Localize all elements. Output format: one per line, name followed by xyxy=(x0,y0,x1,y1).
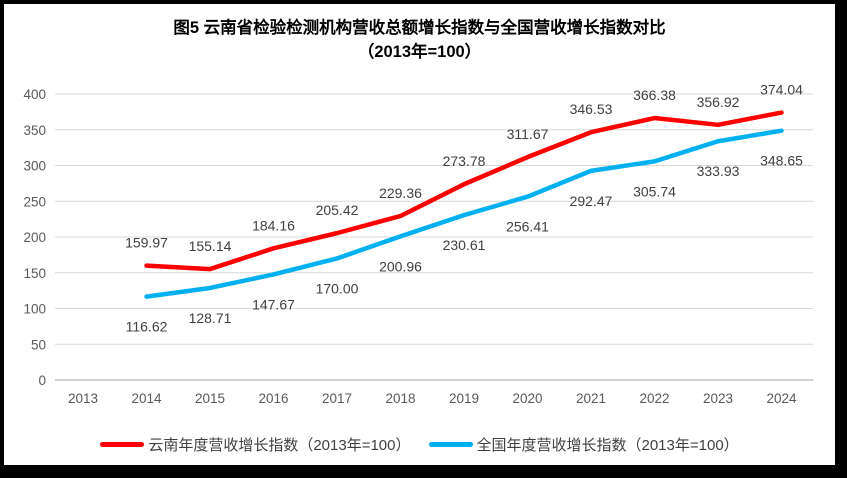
national-line-swatch-icon xyxy=(428,442,473,447)
data-label-national-2017: 170.00 xyxy=(316,280,359,296)
data-label-yunnan-2023: 356.92 xyxy=(697,94,740,110)
x-axis-tick-2015: 2015 xyxy=(195,391,225,406)
data-label-yunnan-2024: 374.04 xyxy=(760,82,803,98)
x-axis-tick-2016: 2016 xyxy=(258,391,288,406)
legend-label-national: 全国年度营收增长指数（2013年=100） xyxy=(476,437,739,454)
data-label-yunnan-2022: 366.38 xyxy=(633,87,676,103)
y-axis-tick-50: 50 xyxy=(31,337,46,352)
chart-legend: 云南年度营收增长指数（2013年=100） 全国年度营收增长指数（2013年=1… xyxy=(4,434,835,455)
data-label-national-2022: 305.74 xyxy=(633,183,676,199)
series-line-national xyxy=(144,128,784,299)
x-axis-tick-2021: 2021 xyxy=(576,391,606,406)
x-axis-tick-2013: 2013 xyxy=(68,391,98,406)
data-label-yunnan-2019: 273.78 xyxy=(443,153,486,169)
x-axis-tick-2017: 2017 xyxy=(322,391,352,406)
data-label-national-2020: 256.41 xyxy=(506,219,549,235)
legend-item-national: 全国年度营收增长指数（2013年=100） xyxy=(428,434,739,455)
legend-item-yunnan: 云南年度营收增长指数（2013年=100） xyxy=(100,434,411,455)
y-axis-tick-250: 250 xyxy=(23,194,46,209)
data-label-national-2018: 200.96 xyxy=(379,258,422,274)
x-axis-tick-2018: 2018 xyxy=(385,391,415,406)
y-axis-tick-350: 350 xyxy=(23,123,46,138)
chart-title: 图5 云南省检验检测机构营收总额增长指数与全国营收增长指数对比 （2013年=1… xyxy=(4,16,835,64)
x-axis-tick-2022: 2022 xyxy=(639,391,669,406)
data-label-national-2023: 333.93 xyxy=(697,163,740,179)
legend-label-yunnan: 云南年度营收增长指数（2013年=100） xyxy=(148,437,411,454)
data-label-national-2024: 348.65 xyxy=(760,153,803,169)
x-axis-tick-2023: 2023 xyxy=(703,391,733,406)
y-axis-tick-100: 100 xyxy=(23,302,46,317)
data-label-national-2019: 230.61 xyxy=(443,237,486,253)
chart-svg: 0 50 100 150 200 250 300 350 400 2013 2014 2015 2016… xyxy=(23,82,813,406)
x-axis-tick-2014: 2014 xyxy=(131,391,162,406)
data-label-national-2015: 128.71 xyxy=(189,310,232,326)
data-label-yunnan-2018: 229.36 xyxy=(379,185,422,201)
data-label-yunnan-2014: 159.97 xyxy=(125,235,168,251)
data-label-national-2021: 292.47 xyxy=(570,193,613,209)
data-label-yunnan-2016: 184.16 xyxy=(252,217,295,233)
y-axis-tick-150: 150 xyxy=(23,266,46,281)
x-axis-tick-2019: 2019 xyxy=(449,391,479,406)
yunnan-line-swatch-icon xyxy=(100,442,145,447)
y-axis-tick-0: 0 xyxy=(38,373,46,388)
y-axis-tick-200: 200 xyxy=(23,230,46,245)
series-line-yunnan xyxy=(144,110,784,272)
data-label-yunnan-2021: 346.53 xyxy=(570,101,613,117)
y-axis-tick-400: 400 xyxy=(23,87,46,102)
data-label-national-2014: 116.62 xyxy=(126,319,168,335)
data-label-national-2016: 147.67 xyxy=(252,296,295,312)
chart-title-line2: （2013年=100） xyxy=(357,43,482,61)
data-label-yunnan-2017: 205.42 xyxy=(316,202,359,218)
y-axis-tick-300: 300 xyxy=(23,159,46,174)
x-axis-tick-2024: 2024 xyxy=(766,391,797,406)
data-label-yunnan-2020: 311.67 xyxy=(507,126,549,142)
chart-title-line1: 图5 云南省检验检测机构营收总额增长指数与全国营收增长指数对比 xyxy=(173,19,666,37)
x-axis-tick-2020: 2020 xyxy=(512,391,542,406)
data-label-yunnan-2015: 155.14 xyxy=(189,238,232,254)
